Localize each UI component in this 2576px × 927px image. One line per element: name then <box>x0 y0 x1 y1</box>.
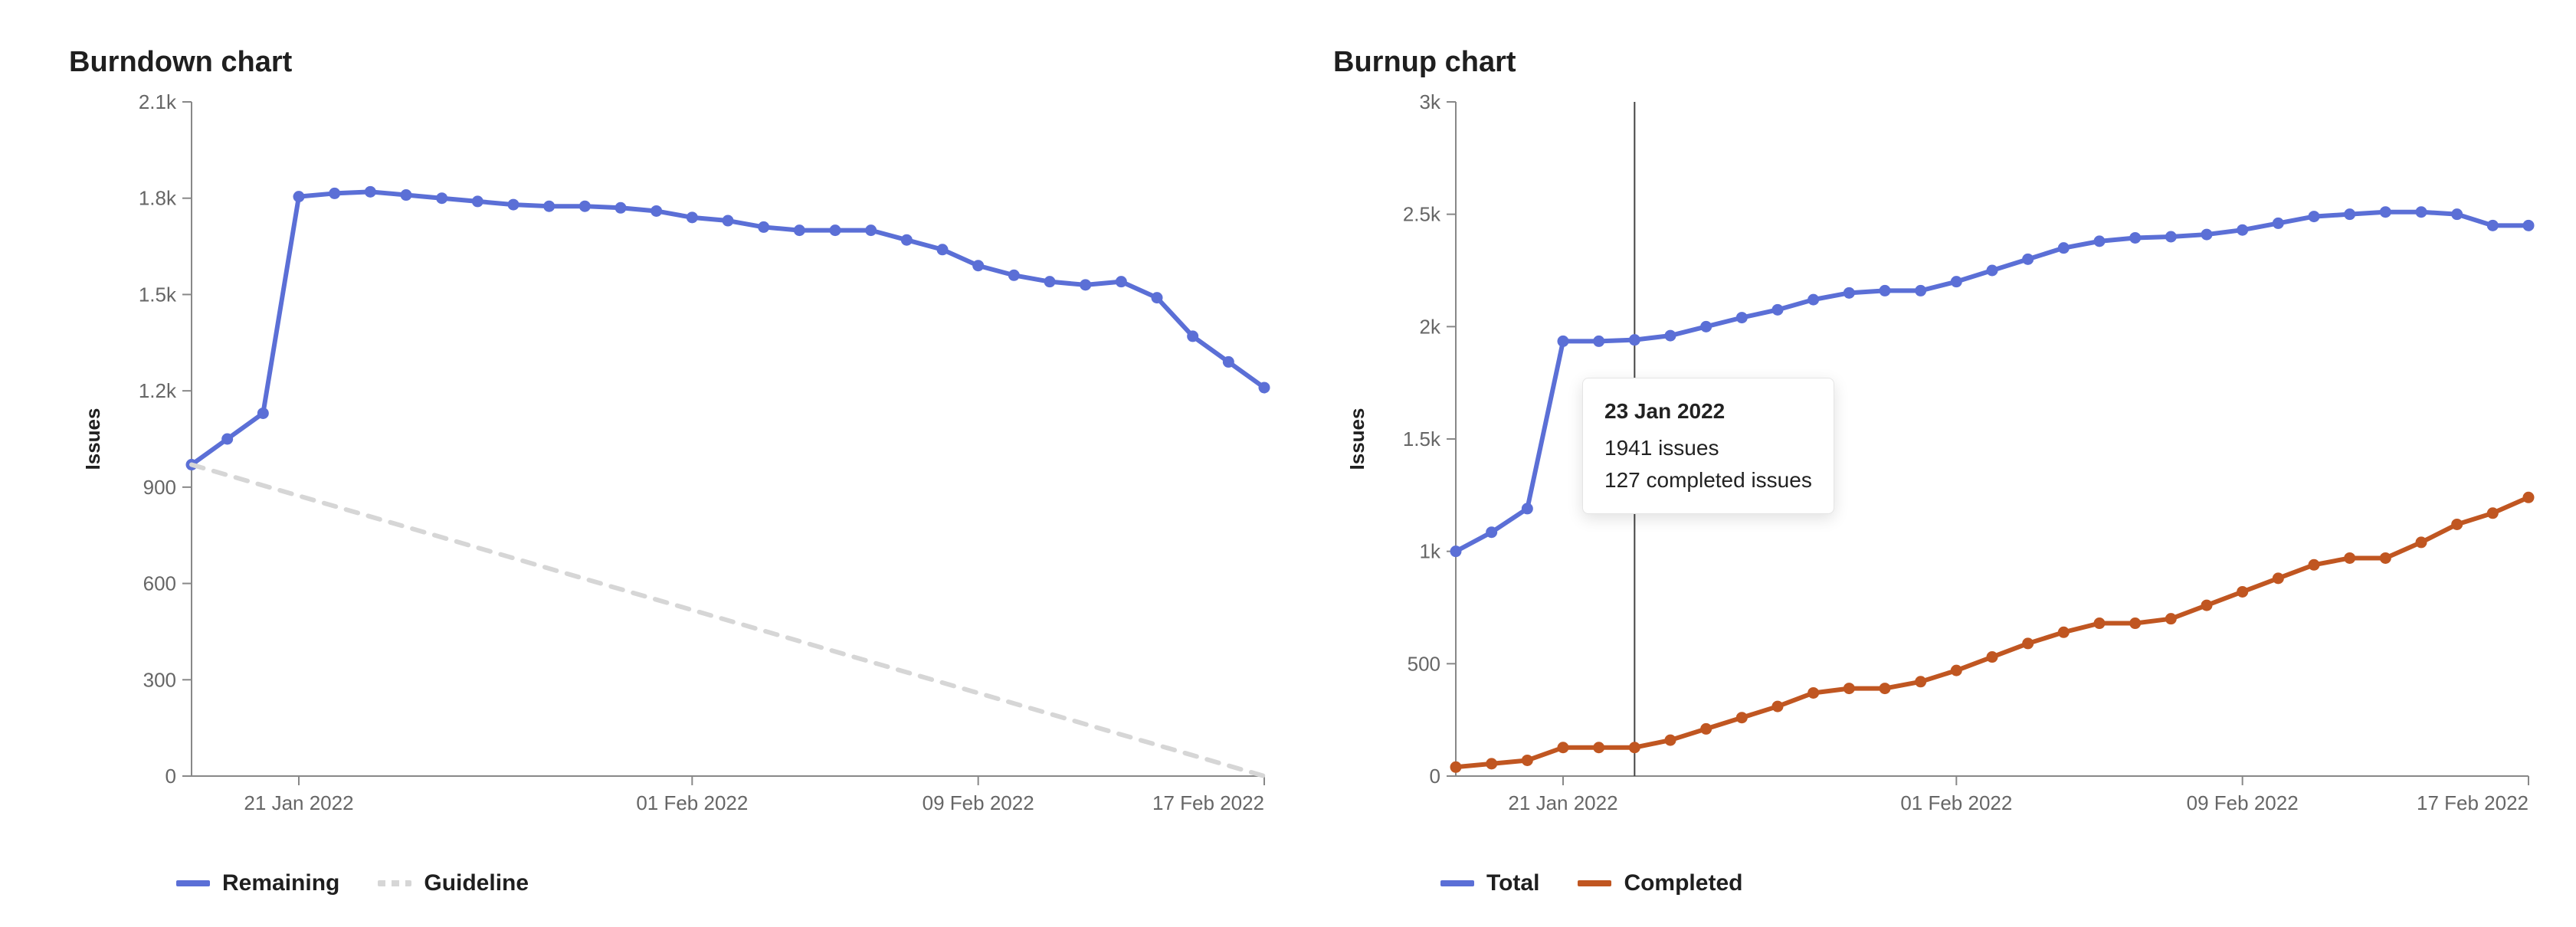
svg-text:600: 600 <box>143 572 176 595</box>
legend-item-guideline[interactable]: Guideline <box>378 870 529 896</box>
svg-text:17 Feb 2022: 17 Feb 2022 <box>1152 791 1264 814</box>
svg-text:0: 0 <box>166 765 176 788</box>
svg-text:500: 500 <box>1408 652 1440 675</box>
svg-text:2.5k: 2.5k <box>1403 203 1441 226</box>
burndown-chart[interactable]: 0 300 600 900 1.2k 1.5k 1.8k 2.1k 21 Jan 2022 01 … <box>69 94 1287 855</box>
burndown-legend: Remaining Guideline <box>69 855 1287 896</box>
legend-item-total[interactable]: Total <box>1440 870 1539 896</box>
legend-item-completed[interactable]: Completed <box>1578 870 1742 896</box>
legend-label: Remaining <box>222 870 339 896</box>
svg-text:17 Feb 2022: 17 Feb 2022 <box>2417 791 2528 814</box>
legend-swatch <box>1440 880 1474 886</box>
svg-text:Issues: Issues <box>1345 408 1368 470</box>
svg-text:1.8k: 1.8k <box>139 187 177 210</box>
svg-text:1.5k: 1.5k <box>139 283 177 306</box>
legend-swatch <box>1578 880 1611 886</box>
svg-text:01 Feb 2022: 01 Feb 2022 <box>636 791 748 814</box>
burndown-title: Burndown chart <box>69 46 1287 79</box>
svg-text:Issues: Issues <box>81 408 104 470</box>
burndown-panel: Burndown chart 0 300 600 900 1.2k 1.5k 1.8k 2.1… <box>46 46 1310 896</box>
svg-text:1.5k: 1.5k <box>1403 427 1441 450</box>
burndown-svg: 0 300 600 900 1.2k 1.5k 1.8k 2.1k 21 Jan 2022 01 … <box>69 94 1287 830</box>
svg-text:09 Feb 2022: 09 Feb 2022 <box>2187 791 2299 814</box>
svg-text:2.1k: 2.1k <box>139 94 177 113</box>
svg-text:3k: 3k <box>1420 94 1441 113</box>
burnup-legend: Total Completed <box>1333 855 2551 896</box>
burnup-title: Burnup chart <box>1333 46 2551 79</box>
legend-label: Total <box>1486 870 1539 896</box>
legend-item-remaining[interactable]: Remaining <box>176 870 339 896</box>
svg-text:09 Feb 2022: 09 Feb 2022 <box>923 791 1034 814</box>
burnup-panel: Burnup chart 0 500 1k 1.5k 2k 2.5k 3k 21 Jan 20… <box>1310 46 2574 896</box>
svg-text:21 Jan 2022: 21 Jan 2022 <box>1508 791 1617 814</box>
burnup-svg: 0 500 1k 1.5k 2k 2.5k 3k 21 Jan 2022 01 Feb 2022… <box>1333 94 2551 830</box>
legend-label: Completed <box>1624 870 1742 896</box>
svg-text:1k: 1k <box>1420 540 1441 563</box>
svg-text:2k: 2k <box>1420 315 1441 338</box>
legend-label: Guideline <box>424 870 529 896</box>
legend-swatch <box>378 880 411 886</box>
svg-text:01 Feb 2022: 01 Feb 2022 <box>1900 791 2012 814</box>
svg-text:1.2k: 1.2k <box>139 379 177 402</box>
page: Burndown chart 0 300 600 900 1.2k 1.5k 1.8k 2.1… <box>0 0 2576 927</box>
legend-swatch <box>176 880 210 886</box>
svg-text:900: 900 <box>143 476 176 499</box>
svg-text:0: 0 <box>1430 765 1440 788</box>
burnup-chart[interactable]: 0 500 1k 1.5k 2k 2.5k 3k 21 Jan 2022 01 Feb 2022… <box>1333 94 2551 855</box>
svg-text:300: 300 <box>143 668 176 691</box>
svg-text:21 Jan 2022: 21 Jan 2022 <box>244 791 353 814</box>
